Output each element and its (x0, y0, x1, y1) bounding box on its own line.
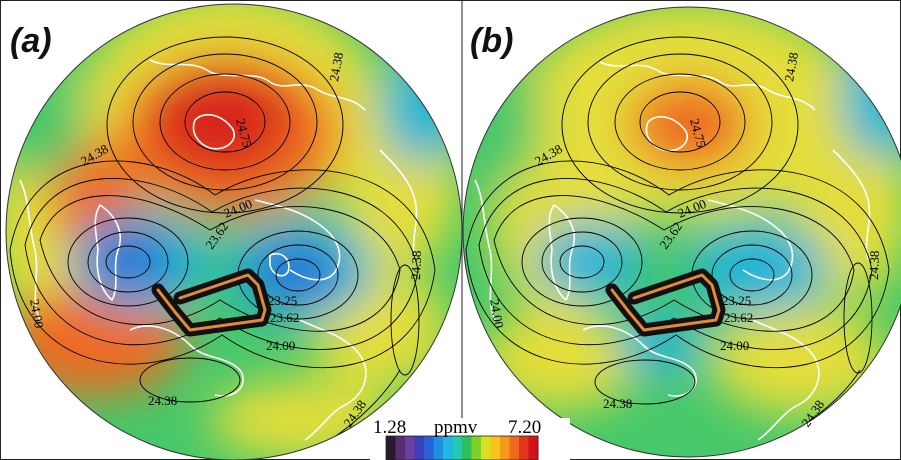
contour-label: 23.62 (270, 310, 299, 325)
colorbar: 1.28 ppmv 7.20 (370, 417, 570, 460)
colorbar-swatch (395, 436, 406, 460)
colorbar-swatch (414, 436, 425, 460)
colorbar-swatches (386, 436, 539, 460)
contour-label: 24.00 (27, 298, 47, 329)
contour-label: 24.38 (148, 393, 177, 408)
panel-a-map: 24.38 24.75 24.38 24.00 23.62 24.00 23.2… (5, 3, 463, 460)
contour-label: 24.38 (603, 396, 632, 411)
colorbar-min-label: 1.28 (373, 417, 406, 438)
colorbar-swatch (509, 436, 520, 460)
contour-label: 24.75 (687, 117, 709, 149)
panel-b-map: 24.38 24.75 24.38 24.00 23.62 24.00 23.2… (462, 6, 901, 458)
colorbar-swatch (500, 436, 510, 460)
contour-label: 23.25 (722, 293, 751, 308)
contour-label: 24.00 (266, 338, 295, 353)
contour-label: 23.62 (724, 310, 753, 325)
colorbar-swatch (424, 436, 434, 460)
panel-b-label: (b) (470, 22, 513, 60)
contour-label: 24.38 (866, 250, 882, 280)
colorbar-swatch (528, 436, 539, 460)
colorbar-swatch (519, 436, 529, 460)
colorbar-units: ppmv (434, 417, 478, 438)
colorbar-swatch (433, 436, 444, 460)
contour-label: 24.00 (720, 338, 749, 353)
contour-label: 24.38 (408, 250, 424, 280)
contour-label: 24.38 (781, 51, 801, 82)
colorbar-swatch (462, 436, 472, 460)
colorbar-swatch (471, 436, 482, 460)
colorbar-swatch (386, 436, 396, 460)
contour-label: 24.75 (233, 117, 255, 149)
colorbar-swatch (490, 436, 501, 460)
colorbar-swatch (405, 436, 415, 460)
contour-label: 23.25 (268, 293, 297, 308)
panel-a-label: (a) (10, 22, 52, 60)
colorbar-outline (385, 435, 539, 460)
map-a-rim (5, 3, 463, 460)
contour-label: 24.38 (326, 51, 346, 82)
colorbar-swatch (443, 436, 453, 460)
contour-label: 24.00 (487, 298, 507, 329)
map-b-rim (462, 6, 901, 458)
colorbar-max-label: 7.20 (508, 417, 541, 438)
colorbar-swatch (481, 436, 491, 460)
colorbar-swatch (452, 436, 463, 460)
